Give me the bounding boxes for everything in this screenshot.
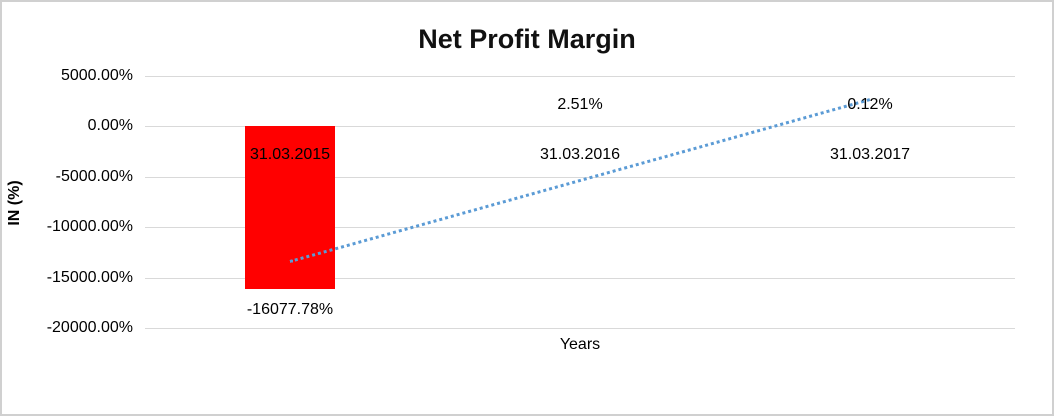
linear-trendline[interactable]	[289, 98, 871, 263]
chart-title: Net Profit Margin	[418, 24, 636, 54]
data-label-2015: -16077.78%	[246, 301, 334, 318]
gridline	[145, 278, 1015, 279]
x-category-label: 31.03.2015	[249, 146, 331, 163]
y-tick-label: -20000.00%	[46, 319, 133, 336]
x-axis-title: Years	[559, 336, 601, 353]
gridline	[145, 328, 1015, 329]
gridline	[145, 177, 1015, 178]
gridline-zero-axis	[145, 126, 1015, 127]
y-axis-title: IN (%)	[6, 180, 23, 226]
data-label-2016: 2.51%	[557, 96, 603, 113]
data-label-2017: 0.12%	[847, 96, 893, 113]
y-tick-label: -15000.00%	[46, 269, 133, 286]
y-tick-label: -5000.00%	[55, 168, 133, 185]
bar-net-profit-margin-2015[interactable]	[245, 126, 335, 289]
x-category-label: 31.03.2017	[829, 146, 911, 163]
y-tick-label: 5000.00%	[60, 67, 133, 84]
gridline	[145, 76, 1015, 77]
x-category-label: 31.03.2016	[539, 146, 621, 163]
y-tick-label: -10000.00%	[46, 218, 133, 235]
gridline	[145, 227, 1015, 228]
y-tick-label: 0.00%	[87, 117, 133, 134]
